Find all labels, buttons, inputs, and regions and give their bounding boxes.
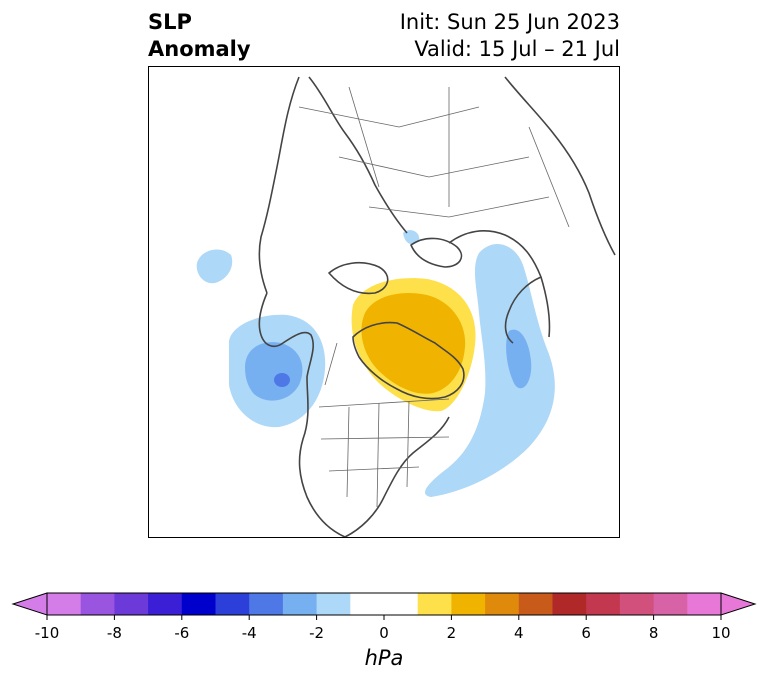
colorbar-segment [114,593,149,615]
colorbar-tick-label: 0 [379,624,389,642]
colorbar-segment [316,593,351,615]
colorbar-segment [384,593,419,615]
map-title: SLP Anomaly [148,9,251,63]
colorbar-segment [249,593,284,615]
colorbar-tick-label: -10 [34,624,60,642]
colorbar-segment [552,593,587,615]
colorbar-tick-label: 4 [514,624,524,642]
colorbar-segment [282,593,318,615]
colorbar-segment [485,593,520,615]
colorbar-segment [80,593,115,615]
colorbar-segment [586,593,621,615]
colorbar-segment [47,593,82,615]
colorbar-tick-label: -8 [106,624,122,642]
colorbar-unit: hPa [364,646,404,670]
colorbar-segment [687,593,722,615]
colorbar-tick-label: -4 [241,624,257,642]
negative-anomaly-northeast-pacific [196,249,233,284]
valid-range: Valid: 15 Jul – 21 Jul [414,37,620,61]
colorbar-segments [47,593,722,615]
title-line-2: Anomaly [148,37,251,61]
colorbar-left-extension [11,592,48,616]
colorbar-segment [417,593,452,615]
colorbar-tick-label: 2 [446,624,457,642]
colorbar-tick-label: 8 [648,624,659,642]
colorbar-segment [215,593,250,615]
colorbar-ticks [46,615,722,620]
colorbar-right-extension [720,592,757,616]
negative-anomaly-atlantic-europe [403,230,555,497]
map-svg [196,76,616,537]
colorbar-tick-label: -2 [309,624,325,642]
colorbar-tick-label: -6 [174,624,190,642]
colorbar-segment [518,593,553,615]
map-panel [148,66,620,538]
init-date: Init: Sun 25 Jun 2023 [399,10,620,34]
positive-anomaly-greenland-arctic [351,278,476,412]
forecast-dates: Init: Sun 25 Jun 2023 Valid: 15 Jul – 21… [400,9,620,63]
colorbar-tick-label: 10 [711,624,731,642]
colorbar-segment [619,593,655,615]
negative-anomaly-north-pacific [228,314,326,428]
title-line-1: SLP [148,10,192,34]
borders [298,86,570,508]
colorbar-segment [181,593,216,615]
colorbar-tick-label: 6 [581,624,591,642]
colorbar-segment [148,593,183,615]
colorbar [11,592,757,620]
colorbar-segment [653,593,688,615]
colorbar-segment [350,593,385,615]
colorbar-segment [451,593,486,615]
